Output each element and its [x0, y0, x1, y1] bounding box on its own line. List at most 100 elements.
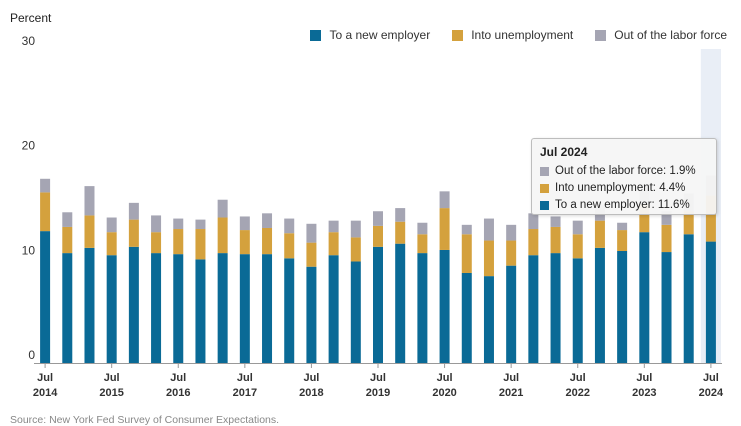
bar-new_employer-5 [151, 253, 162, 363]
bar-new_employer-9 [239, 254, 250, 363]
x-tick-year-9: 2023 [632, 387, 656, 399]
bar-out_of_lf-23 [550, 216, 561, 227]
tooltip-row-out-of-labor-force: Out of the labor force: 1.9% [540, 163, 708, 180]
bar-out_of_lf-20 [483, 218, 494, 241]
bar-new_employer-20 [483, 276, 494, 363]
x-tick-month-6: Jul [437, 372, 453, 384]
bar-unemployment-7 [195, 229, 206, 260]
tooltip: Jul 2024 Out of the labor force: 1.9% In… [531, 138, 717, 215]
bar-out_of_lf-24 [572, 220, 583, 235]
tooltip-text-unemployment: Into unemployment: 4.4% [555, 182, 686, 194]
bar-unemployment-8 [217, 217, 228, 254]
y-tick-label-0: 0 [28, 348, 35, 362]
bar-unemployment-2 [84, 215, 95, 248]
legend-swatch-out-of-labor-force [595, 29, 607, 41]
bar-new_employer-16 [395, 243, 406, 363]
bar-new_employer-1 [62, 253, 73, 363]
bar-new_employer-25 [594, 247, 605, 363]
legend: To a new employer Into unemployment Out … [310, 28, 727, 42]
bar-unemployment-0 [40, 192, 51, 232]
bar-new_employer-3 [106, 255, 117, 363]
y-axis-title: Percent [10, 11, 52, 25]
bar-new_employer-22 [528, 255, 539, 363]
bar-out_of_lf-6 [173, 218, 184, 230]
bar-out_of_lf-22 [528, 213, 539, 230]
bar-new_employer-11 [284, 258, 295, 363]
x-tick-year-0: 2014 [33, 387, 58, 399]
bar-out_of_lf-4 [128, 202, 139, 220]
bar-new_employer-17 [417, 253, 428, 363]
tooltip-row-new-employer: To a new employer: 11.6% [540, 197, 708, 214]
bar-new_employer-29 [683, 234, 694, 363]
tooltip-row-unemployment: Into unemployment: 4.4% [540, 180, 708, 197]
x-tick-year-7: 2021 [499, 387, 523, 399]
bar-unemployment-16 [395, 221, 406, 244]
bar-unemployment-22 [528, 229, 539, 256]
bar-new_employer-6 [173, 254, 184, 363]
bar-out_of_lf-11 [284, 218, 295, 234]
bar-unemployment-18 [439, 208, 450, 250]
bar-out_of_lf-13 [328, 220, 339, 233]
legend-swatch-unemployment [452, 29, 464, 41]
bar-out_of_lf-3 [106, 217, 117, 233]
bar-unemployment-24 [572, 234, 583, 259]
bar-out_of_lf-26 [617, 222, 628, 231]
bar-out_of_lf-19 [461, 224, 472, 235]
legend-item-unemployment[interactable]: Into unemployment [452, 28, 573, 42]
bar-new_employer-24 [572, 258, 583, 363]
bar-new_employer-12 [306, 266, 317, 363]
x-tick-month-1: Jul [104, 372, 120, 384]
x-tick-year-1: 2015 [99, 387, 123, 399]
bar-out_of_lf-5 [151, 215, 162, 233]
x-tick-month-5: Jul [370, 372, 386, 384]
bar-out_of_lf-9 [239, 216, 250, 231]
bar-out_of_lf-21 [506, 224, 517, 241]
x-tick-month-2: Jul [170, 372, 186, 384]
bar-unemployment-26 [617, 230, 628, 252]
bar-new_employer-7 [195, 259, 206, 363]
bar-new_employer-10 [262, 254, 273, 363]
bar-unemployment-23 [550, 226, 561, 254]
legend-item-out-of-labor-force[interactable]: Out of the labor force [595, 28, 727, 42]
bar-out_of_lf-10 [262, 213, 273, 228]
bar-new_employer-2 [84, 247, 95, 363]
bar-new_employer-23 [550, 253, 561, 363]
bar-unemployment-20 [483, 240, 494, 277]
tooltip-swatch-out-of-labor-force [540, 167, 549, 176]
bar-new_employer-26 [617, 251, 628, 363]
x-tick-year-6: 2020 [432, 387, 456, 399]
bar-unemployment-3 [106, 232, 117, 256]
bar-new_employer-8 [217, 253, 228, 363]
tooltip-text-out-of-labor-force: Out of the labor force: 1.9% [555, 165, 696, 177]
bar-new_employer-21 [506, 265, 517, 363]
bar-new_employer-30 [705, 241, 716, 363]
legend-swatch-new-employer [310, 29, 322, 41]
bar-out_of_lf-17 [417, 222, 428, 235]
x-tick-month-4: Jul [303, 372, 319, 384]
bar-out_of_lf-7 [195, 219, 206, 230]
x-tick-year-4: 2018 [299, 387, 323, 399]
bar-out_of_lf-12 [306, 223, 317, 243]
bar-unemployment-5 [151, 232, 162, 254]
bar-out_of_lf-0 [40, 178, 51, 193]
bar-unemployment-19 [461, 234, 472, 273]
bar-out_of_lf-28 [661, 211, 672, 225]
bar-new_employer-19 [461, 272, 472, 363]
tooltip-title: Jul 2024 [540, 145, 588, 159]
x-tick-month-9: Jul [636, 372, 652, 384]
bar-new_employer-18 [439, 249, 450, 363]
bar-out_of_lf-15 [373, 211, 383, 226]
bar-unemployment-11 [284, 233, 295, 259]
bar-unemployment-10 [262, 227, 273, 255]
bar-unemployment-12 [306, 242, 317, 267]
tooltip-text-new-employer: To a new employer: 11.6% [555, 199, 690, 211]
y-tick-label-10: 10 [22, 243, 36, 257]
y-tick-label-20: 20 [22, 139, 36, 153]
x-tick-year-10: 2024 [699, 387, 724, 399]
bar-unemployment-30 [705, 195, 716, 242]
bar-out_of_lf-1 [62, 212, 73, 227]
legend-item-new-employer[interactable]: To a new employer [310, 28, 430, 42]
bar-out_of_lf-14 [350, 220, 361, 238]
bar-new_employer-27 [639, 232, 650, 363]
x-tick-year-2: 2016 [166, 387, 190, 399]
